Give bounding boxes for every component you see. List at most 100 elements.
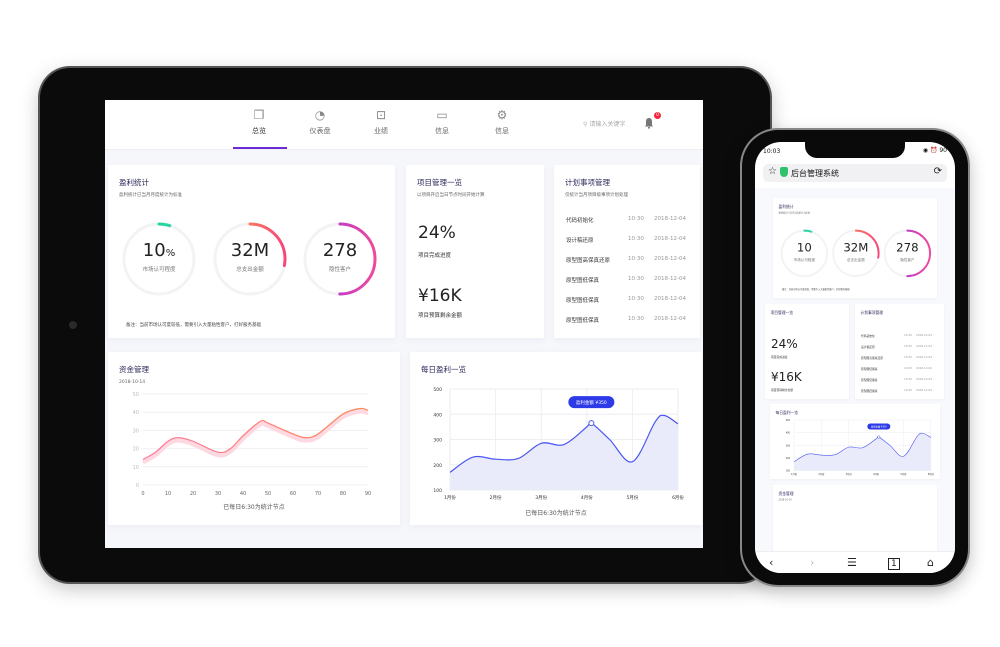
x-tick-label: 6月份	[928, 472, 935, 476]
phone-content: 盈利统计 盈利统计已当月月度统计为标准 10 市场认可程度 32M 总支出金额 27…	[755, 188, 955, 573]
tab-label: 信息	[435, 127, 449, 135]
ring-chart	[122, 222, 196, 296]
plan-item[interactable]: 原型图高保真还原 10:30 2018-12-04	[861, 356, 941, 360]
card-title: 每日盈利一览	[421, 365, 466, 374]
progress-value: 24%	[771, 337, 798, 351]
card-title: 每日盈利一览	[775, 410, 799, 416]
menu-icon[interactable]: ☰	[847, 556, 857, 569]
plan-item[interactable]: 代码初始化 10:30 2018-12-04	[566, 216, 703, 224]
x-tick-label: 60	[290, 491, 296, 497]
ring-value: 278	[896, 241, 919, 255]
y-tick-label: 300	[433, 438, 442, 444]
x-tick-label: 3月份	[846, 472, 853, 476]
ring-chart	[303, 222, 377, 296]
tooltip-box	[568, 396, 615, 409]
series-line	[142, 407, 369, 461]
x-tick-label: 70	[315, 491, 321, 497]
x-tick-label: 80	[340, 491, 346, 497]
tab-overview[interactable]: ❐ 总览	[229, 108, 289, 136]
plan-time: 10:30	[628, 296, 644, 302]
phone-daily-card: 每日盈利一览 100 200 300 400 500 1月份 2月份 3月份 4月份 5月份 6月份…	[770, 404, 940, 479]
search-icon: ⚲	[583, 121, 590, 128]
refresh-icon[interactable]: ⟳	[933, 166, 942, 177]
overview-icon: ❐	[253, 108, 265, 122]
x-tick-label: 2月份	[818, 472, 825, 476]
ring-label: 总支出金额	[236, 267, 264, 273]
ring-chart	[883, 229, 932, 278]
ring-value: 278	[322, 240, 358, 261]
y-tick-label: 200	[786, 457, 791, 460]
battery-level: 90	[939, 147, 947, 154]
ring-expense: 32M 总支出金额	[831, 228, 882, 279]
phone-plan-card: 计划事项管理 代码初始化 10:30 2018-12-04 设计稿还原 10:30 201…	[855, 304, 944, 399]
plan-date: 2018-12-04	[654, 296, 686, 302]
series-line	[793, 432, 931, 462]
plan-item[interactable]: 原型图低保真 10:30 2018-12-04	[861, 367, 941, 371]
star-icon[interactable]: ☆	[768, 166, 777, 177]
plan-date: 2018-12-04	[654, 236, 686, 242]
tab-messages[interactable]: ▭ 信息	[412, 108, 472, 136]
plan-item[interactable]: 原型图低保真 10:30 2018-12-04	[566, 316, 703, 324]
y-tick-label: 100	[786, 470, 791, 473]
card-title: 资金管理	[778, 491, 794, 497]
card-title: 项目管理一览	[770, 310, 794, 316]
daily-card: 每日盈利一览 100 200 300 400 500 1月份 2月份 3月份 4月份 5月份 6月份…	[410, 352, 702, 525]
back-icon[interactable]: ‹	[769, 556, 774, 569]
browser-toolbar: ‹ › ☰ 1 ⌂	[755, 551, 955, 573]
card-title: 盈利统计	[119, 178, 149, 187]
progress-label: 项目完成进度	[771, 356, 788, 359]
budget-label: 项目预算剩余金额	[418, 313, 463, 319]
area-fill	[450, 415, 678, 490]
ring-progress	[213, 222, 287, 296]
plan-item[interactable]: 代码初始化 10:30 2018-12-04	[861, 334, 941, 338]
tablet-device: ❐ 总览 ◔ 仪表盘 ⊡ 业绩 ▭ 信息 ⚙ 信息 ⚲ 请输入关键字 0 盈利统计 盈利统…	[40, 68, 770, 582]
card-date: 2018-10-14	[778, 499, 792, 502]
plan-name: 原型图高保真还原	[566, 258, 611, 264]
card-subtitle: 盈利统计已当月月度统计为标准	[778, 212, 811, 215]
ring-label: 隐性客户	[900, 258, 915, 263]
plan-item[interactable]: 原型图低保真 10:30 2018-12-04	[566, 296, 703, 304]
plan-name: 设计稿还原	[861, 346, 875, 349]
plan-time: 10:30	[628, 236, 644, 242]
notification-badge: 0	[654, 112, 661, 119]
plan-item[interactable]: 设计稿还原 10:30 2018-12-04	[566, 236, 703, 244]
tab-label: 总览	[252, 127, 266, 135]
daily-area-chart: 100 200 300 400 500 1月份 2月份 3月份 4月份 5月份 6月份 盈利金额 ¥3…	[786, 419, 935, 476]
status-icons: ◉ ⏰ 90	[922, 147, 947, 154]
tooltip-text: 盈利金额 ¥350	[871, 425, 887, 429]
address-bar[interactable]: ☆ 后台管理系统 ⟳	[763, 164, 947, 182]
dashboard-icon: ◔	[314, 108, 326, 122]
forward-icon[interactable]: ›	[810, 556, 815, 569]
plan-name: 原型图低保真	[566, 298, 600, 304]
y-tick-label: 20	[133, 447, 139, 453]
plan-date: 2018-12-04	[916, 367, 932, 370]
search-input[interactable]: ⚲ 请输入关键字	[583, 119, 625, 128]
bell-icon[interactable]	[644, 117, 654, 129]
x-tick-label: 30	[215, 491, 221, 497]
tab-settings[interactable]: ⚙ 信息	[472, 108, 532, 136]
plan-item[interactable]: 原型图低保真 10:30 2018-12-04	[861, 389, 941, 393]
plan-item[interactable]: 原型图高保真还原 10:30 2018-12-04	[566, 256, 703, 264]
tab-label: 信息	[495, 127, 509, 135]
home-icon[interactable]: ⌂	[927, 556, 934, 569]
plan-time: 10:30	[904, 345, 912, 348]
x-tick-label: 4月份	[873, 472, 880, 476]
plan-item[interactable]: 原型图低保真 10:30 2018-12-04	[861, 378, 941, 382]
ring-progress	[122, 222, 196, 296]
tab-performance[interactable]: ⊡ 业绩	[351, 108, 411, 136]
tab-dashboard[interactable]: ◔ 仪表盘	[290, 108, 350, 136]
y-tick-label: 0	[136, 483, 139, 489]
plan-date: 2018-12-04	[916, 345, 932, 348]
x-tick-label: 50	[265, 491, 271, 497]
ring-chart	[780, 229, 829, 278]
chart-footer: 已每日6:30为统计节点	[525, 510, 587, 517]
plan-date: 2018-12-04	[654, 316, 686, 322]
plan-name: 代码初始化	[566, 218, 594, 224]
ring-progress	[303, 222, 377, 296]
plan-item[interactable]: 设计稿还原 10:30 2018-12-04	[861, 345, 941, 349]
plan-name: 设计稿还原	[566, 238, 594, 244]
tab-label: 业绩	[374, 127, 388, 135]
address-title: 后台管理系统	[791, 169, 839, 178]
tabs-icon[interactable]: 1	[888, 558, 900, 570]
plan-item[interactable]: 原型图低保真 10:30 2018-12-04	[566, 276, 703, 284]
